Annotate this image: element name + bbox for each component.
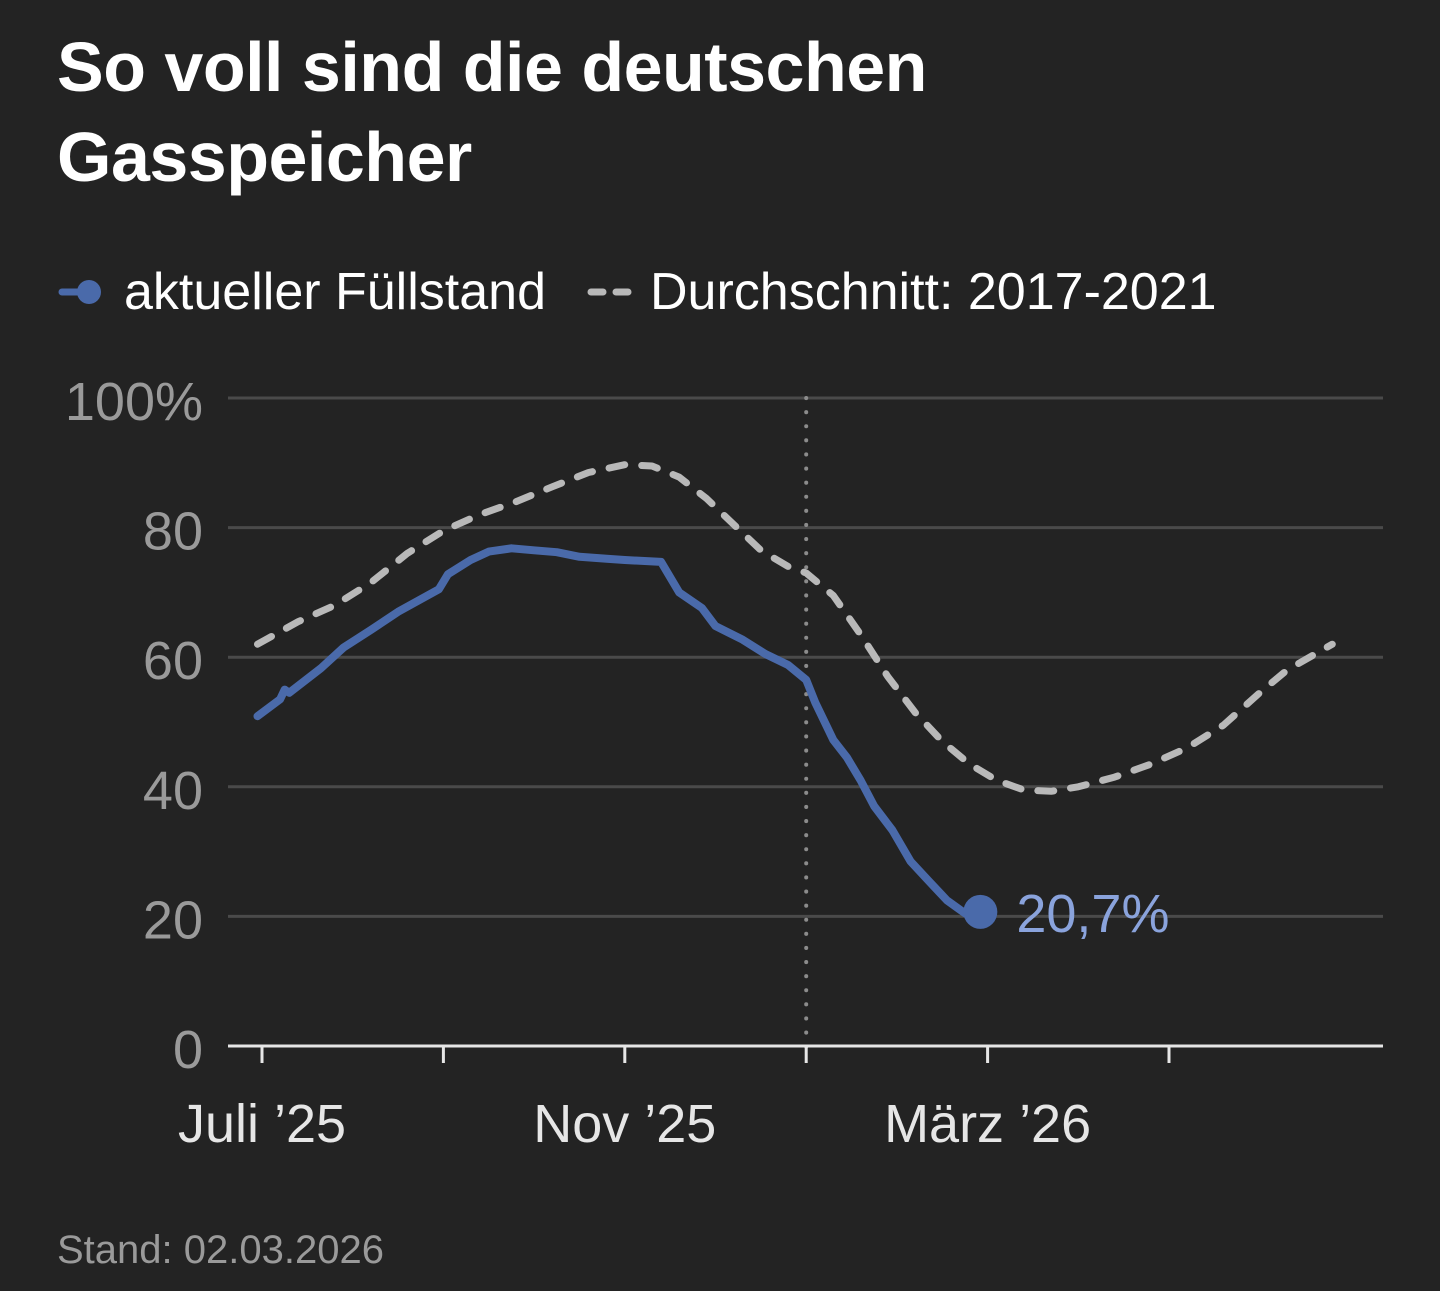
solid-line-dot-icon bbox=[58, 280, 101, 304]
legend-item-average: Durchschnitt: 2017-2021 bbox=[586, 262, 1217, 322]
current-value-label: 20,7% bbox=[1016, 884, 1169, 944]
line-chart: 0 20 40 60 80 100% Juli ’25 Nov ’25 März ’26 20,7… bbox=[65, 372, 1383, 1154]
current-endpoint bbox=[963, 894, 998, 929]
dashed-line-icon bbox=[587, 288, 632, 296]
y-tick-label: 60 bbox=[143, 631, 203, 691]
y-tick-label: 100% bbox=[65, 372, 203, 432]
chart-title: So voll sind die deutschen Gasspeicher bbox=[57, 28, 927, 196]
x-tick-label: Juli ’25 bbox=[178, 1094, 346, 1154]
footer-date: Stand: 02.03.2026 bbox=[57, 1228, 384, 1272]
legend-item-current: aktueller Füllstand bbox=[58, 262, 546, 322]
y-tick-label: 80 bbox=[143, 502, 203, 562]
y-tick-label: 20 bbox=[143, 890, 203, 950]
x-tick-label: Nov ’25 bbox=[533, 1094, 716, 1154]
series-line-current bbox=[253, 544, 985, 918]
legend-label-average: Durchschnitt: 2017-2021 bbox=[650, 263, 1217, 321]
y-tick-label: 0 bbox=[173, 1020, 203, 1080]
y-tick-label: 40 bbox=[143, 761, 203, 821]
series-line-average bbox=[254, 461, 1336, 795]
x-tick-label: März ’26 bbox=[884, 1094, 1091, 1154]
legend: aktueller Füllstand Durchschnitt: 2017-2… bbox=[58, 262, 1217, 322]
legend-label-current: aktueller Füllstand bbox=[124, 263, 546, 321]
